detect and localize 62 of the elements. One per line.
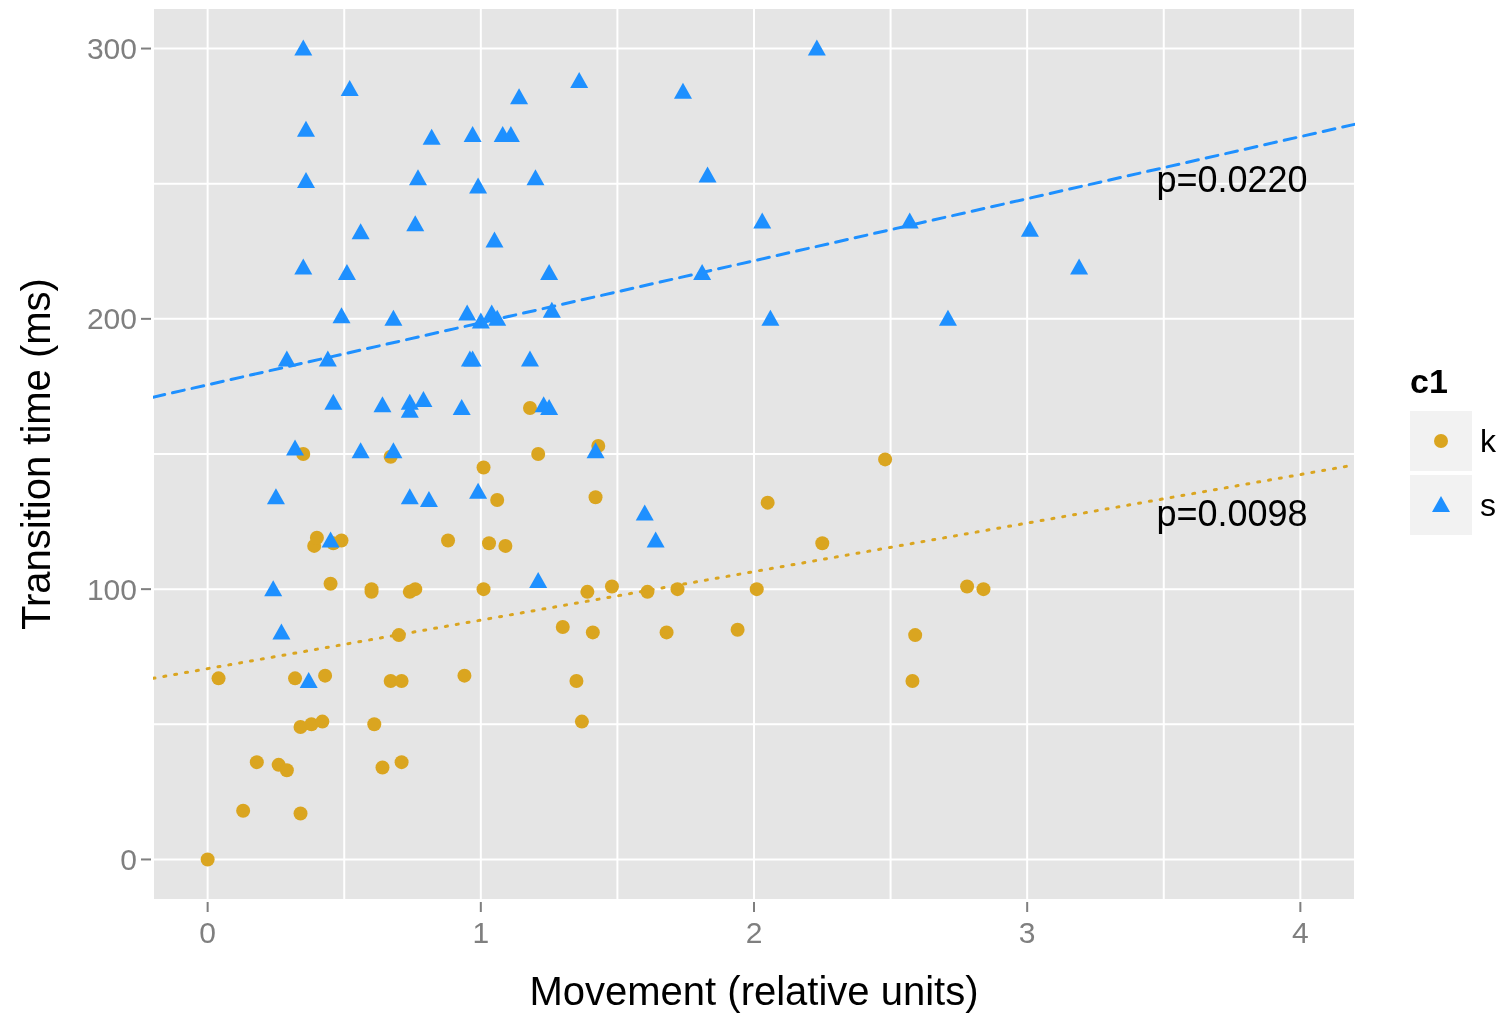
point [394,755,409,770]
point [522,401,537,416]
y-tick-label: 100 [86,572,137,606]
y-tick-label: 200 [86,302,137,336]
point [293,806,308,821]
point [476,582,491,597]
point [585,625,600,640]
x-axis-title: Movement (relative units) [529,969,979,1013]
point [288,671,303,686]
point [555,619,570,634]
point [375,760,390,775]
point [574,714,589,729]
x-tick-label: 4 [1292,916,1309,949]
point [408,582,423,597]
point [323,576,338,591]
point [976,582,991,597]
legend-title: c1 [1410,362,1449,401]
annotation: p=0.0098 [1156,493,1308,535]
point [569,674,584,689]
point [304,717,319,732]
point [905,674,920,689]
point [309,530,324,545]
point [960,579,975,594]
point [659,625,674,640]
point [580,584,595,599]
point [367,717,382,732]
point [279,763,294,778]
point [908,628,923,643]
point [482,536,497,551]
point [490,492,505,507]
y-tick-label: 0 [120,842,137,876]
point [391,628,406,643]
point [200,852,215,867]
point [211,671,226,686]
point [457,668,472,683]
point [498,538,513,553]
y-axis-title: Transition time (ms) [14,278,59,630]
point [441,533,456,548]
point [531,447,546,461]
point [588,490,603,505]
point [815,536,830,551]
point [730,622,745,637]
point [670,582,685,597]
point [315,714,330,729]
point [249,755,264,770]
point [318,668,333,683]
x-tick-label: 1 [472,916,490,949]
point [394,674,409,689]
point [640,584,655,599]
y-tick-label: 300 [86,32,137,66]
point [476,460,491,475]
point [604,579,619,594]
legend-label: s [1480,486,1496,524]
x-tick-label: 0 [199,916,216,949]
x-tick-label: 3 [1018,916,1036,949]
point [878,452,893,467]
legend-label: k [1480,422,1496,460]
point [749,582,764,597]
point [236,803,251,818]
x-tick-label: 2 [745,916,763,949]
annotation: p=0.0220 [1156,158,1308,200]
point [760,495,775,510]
